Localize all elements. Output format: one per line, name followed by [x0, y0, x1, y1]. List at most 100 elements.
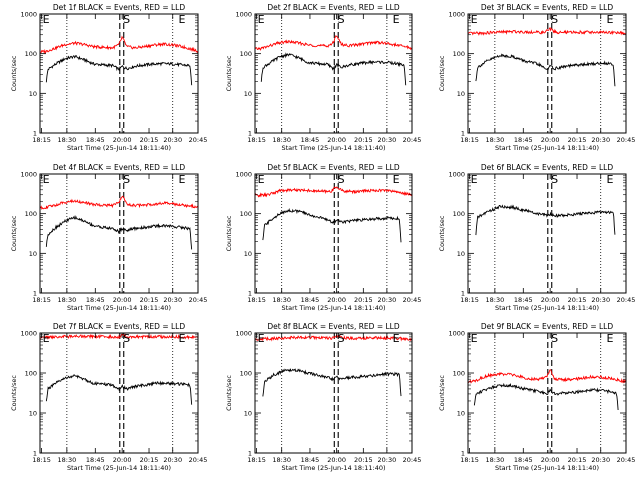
x-tick-label: 20:15: [354, 296, 373, 304]
y-tick-label: 1000: [20, 11, 37, 19]
x-tick-label: 18:45: [301, 136, 320, 144]
x-axis-label: Start Time (25-Jun-14 18:11:40): [495, 144, 599, 152]
x-tick-label: 18:15: [32, 136, 51, 144]
x-axis-label: Start Time (25-Jun-14 18:11:40): [282, 464, 386, 472]
chart-title: Det 1f BLACK = Events, RED = LLD: [53, 3, 186, 12]
x-tick-label: 20:00: [541, 136, 560, 144]
y-axis-label: Counts/sec: [225, 375, 233, 411]
chart-title: Det 8f BLACK = Events, RED = LLD: [267, 322, 400, 331]
x-axis-label: Start Time (25-Jun-14 18:11:40): [67, 144, 171, 152]
time-marker-label: S: [123, 13, 130, 26]
x-tick-label: 20:15: [354, 456, 373, 464]
y-tick-label: 10: [457, 90, 465, 98]
events-series-line: [473, 382, 619, 411]
chart-title: Det 7f BLACK = Events, RED = LLD: [53, 322, 186, 331]
x-tick-label: 20:30: [591, 296, 610, 304]
x-axis-label: Start Time (25-Jun-14 18:11:40): [495, 304, 599, 312]
x-tick-label: 20:45: [189, 136, 208, 144]
time-marker-label: S: [338, 13, 345, 26]
chart-panel-8: Det 8f BLACK = Events, RED = LLD 1 10 100 10…: [225, 322, 421, 472]
x-tick-label: 20:00: [541, 296, 560, 304]
x-tick-label: 18:45: [514, 136, 533, 144]
x-tick-label: 18:15: [32, 296, 51, 304]
x-tick-label: 20:00: [541, 456, 560, 464]
x-axis-label: Start Time (25-Jun-14 18:11:40): [67, 464, 171, 472]
y-tick-label: 1000: [448, 11, 465, 19]
chart-panel-2: Det 2f BLACK = Events, RED = LLD 1 10 100 10…: [225, 3, 421, 152]
y-tick-label: 1000: [448, 171, 465, 179]
x-tick-label: 20:15: [140, 456, 159, 464]
x-tick-label: 18:45: [514, 296, 533, 304]
y-tick-label: 1: [248, 450, 252, 458]
time-marker-label: E: [471, 332, 478, 345]
x-tick-label: 18:30: [272, 136, 291, 144]
time-marker-label: S: [551, 13, 558, 26]
y-tick-label: 100: [240, 370, 252, 378]
x-tick-label: 20:00: [327, 136, 346, 144]
x-tick-label: 18:45: [86, 136, 105, 144]
x-tick-label: 20:00: [113, 136, 132, 144]
x-tick-label: 20:15: [354, 136, 373, 144]
y-axis-label: Counts/sec: [438, 215, 446, 251]
y-tick-label: 1: [248, 130, 252, 138]
x-tick-label: 18:45: [514, 456, 533, 464]
x-tick-label: 18:30: [485, 296, 504, 304]
y-tick-label: 1: [461, 450, 465, 458]
x-axis-label: Start Time (25-Jun-14 18:11:40): [495, 464, 599, 472]
chart-panel-6: Det 6f BLACK = Events, RED = LLD 1 10 100 10…: [438, 163, 635, 312]
lld-series-line: [39, 35, 199, 54]
chart-panel-4: Det 4f BLACK = Events, RED = LLD 1 10 100 10…: [10, 163, 207, 312]
events-series-line: [45, 373, 193, 405]
y-tick-label: 1: [248, 290, 252, 298]
x-axis-label: Start Time (25-Jun-14 18:11:40): [282, 304, 386, 312]
lld-series-line: [254, 35, 413, 51]
y-tick-label: 1000: [20, 330, 37, 338]
time-marker-label: E: [178, 332, 185, 345]
y-tick-label: 1: [461, 130, 465, 138]
y-tick-label: 10: [244, 250, 252, 258]
chart-title: Det 2f BLACK = Events, RED = LLD: [267, 3, 400, 12]
chart-title: Det 5f BLACK = Events, RED = LLD: [267, 163, 400, 172]
y-axis-label: Counts/sec: [10, 375, 18, 411]
x-tick-label: 20:30: [378, 296, 397, 304]
time-marker-label: S: [338, 173, 345, 186]
y-tick-label: 100: [453, 370, 465, 378]
plot-frame: [467, 13, 627, 134]
x-tick-label: 20:45: [617, 136, 636, 144]
x-tick-label: 20:30: [591, 456, 610, 464]
time-marker-label: E: [606, 332, 613, 345]
time-marker-label: S: [551, 332, 558, 345]
chart-panel-9: Det 9f BLACK = Events, RED = LLD 1 10 100 10…: [438, 322, 635, 472]
y-axis-label: Counts/sec: [438, 55, 446, 91]
lld-series-line: [467, 369, 627, 384]
x-tick-label: 20:15: [568, 296, 587, 304]
x-tick-label: 18:15: [247, 136, 266, 144]
plot-frame: [254, 173, 413, 294]
lld-series-line: [467, 26, 627, 36]
x-tick-label: 18:45: [86, 296, 105, 304]
x-tick-label: 20:00: [113, 456, 132, 464]
y-tick-label: 100: [240, 50, 252, 58]
y-tick-label: 100: [25, 210, 37, 218]
time-marker-label: S: [551, 173, 558, 186]
chart-panel-7: Det 7f BLACK = Events, RED = LLD 1 10 100 10…: [10, 322, 207, 472]
time-marker-label: E: [471, 13, 478, 26]
y-tick-label: 10: [457, 250, 465, 258]
events-series-line: [45, 215, 193, 250]
x-tick-label: 20:30: [378, 456, 397, 464]
x-tick-label: 18:45: [301, 456, 320, 464]
time-marker-label: S: [123, 332, 130, 345]
x-tick-label: 18:30: [57, 456, 76, 464]
time-marker-label: E: [606, 13, 613, 26]
x-tick-label: 20:45: [617, 456, 636, 464]
x-tick-label: 20:15: [568, 456, 587, 464]
time-marker-label: E: [393, 13, 400, 26]
y-tick-label: 100: [25, 50, 37, 58]
chart-panel-5: Det 5f BLACK = Events, RED = LLD 1 10 100 10…: [225, 163, 421, 312]
chart-title: Det 9f BLACK = Events, RED = LLD: [481, 322, 614, 331]
x-tick-label: 20:15: [140, 296, 159, 304]
x-tick-label: 18:30: [57, 136, 76, 144]
x-tick-label: 18:30: [272, 296, 291, 304]
x-tick-label: 18:45: [86, 456, 105, 464]
